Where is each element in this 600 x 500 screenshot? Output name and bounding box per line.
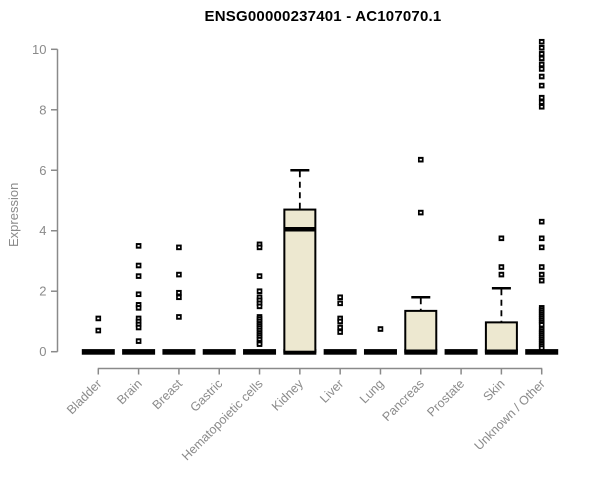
outlier-point-center xyxy=(97,329,100,332)
outlier-point-center xyxy=(137,304,140,306)
outlier-point-center xyxy=(419,211,422,214)
outlier-point-center xyxy=(97,317,100,320)
box-kidney[interactable] xyxy=(283,208,317,353)
outlier-point-center xyxy=(177,316,181,318)
outlier-point-center xyxy=(339,326,342,329)
outlier-point-center xyxy=(177,273,181,276)
outlier-point-center xyxy=(540,220,543,223)
outlier-point-center xyxy=(540,279,543,282)
outlier-point-center xyxy=(137,275,140,277)
x-tick-label-hematopoietic-cells: Hematopoietic cells xyxy=(179,377,266,464)
x-tick-label-unknown-other: Unknown / Other xyxy=(472,377,548,453)
outlier-point-center xyxy=(258,290,261,293)
zero-median-bar-brain xyxy=(122,349,156,355)
outlier-point-center xyxy=(258,246,261,249)
zero-median-bar-bladder xyxy=(81,349,115,355)
outlier-point-center xyxy=(540,347,543,349)
outlier-point-center xyxy=(540,246,543,249)
outlier-point-center xyxy=(258,302,261,305)
x-tick-label-liver: Liver xyxy=(317,377,346,406)
outlier-point-center xyxy=(177,296,181,299)
outlier-point-center xyxy=(540,101,543,104)
outlier-point-center xyxy=(339,331,342,333)
x-tick-label-brain: Brain xyxy=(114,377,145,408)
outlier-point-center xyxy=(500,237,503,240)
y-tick-label: 10 xyxy=(32,42,46,57)
outlier-point-center xyxy=(379,328,382,330)
outlier-point-center xyxy=(500,273,503,276)
outlier-point-center xyxy=(137,320,140,323)
outlier-point-center xyxy=(540,57,543,60)
outlier-point-center xyxy=(137,317,140,320)
y-tick-label: 0 xyxy=(39,344,46,359)
outlier-point-center xyxy=(258,299,261,302)
zero-median-bar-breast xyxy=(162,349,196,355)
outlier-point-center xyxy=(540,323,543,326)
outlier-point-center xyxy=(258,343,261,345)
x-tick-label-pancreas: Pancreas xyxy=(380,377,427,424)
x-tick-label-prostate: Prostate xyxy=(424,377,467,420)
zero-median-bar-hematopoietic-cells xyxy=(243,349,277,355)
outlier-point-center xyxy=(339,302,342,305)
outlier-point-center xyxy=(137,245,140,247)
outlier-point-center xyxy=(258,338,261,341)
outlier-point-center xyxy=(540,237,543,240)
outlier-point-center xyxy=(540,105,543,108)
outlier-point-center xyxy=(137,326,140,329)
outlier-point-center xyxy=(137,340,140,342)
y-tick-label: 8 xyxy=(39,102,46,117)
zero-median-bar-lung xyxy=(363,349,397,355)
outlier-point-center xyxy=(540,53,543,55)
box-skin[interactable] xyxy=(484,321,518,353)
zero-median-bar-gastric xyxy=(202,349,236,355)
outlier-point-center xyxy=(540,75,543,78)
outlier-point-center xyxy=(177,291,181,294)
outlier-point-center xyxy=(540,68,543,70)
outlier-point-center xyxy=(258,305,261,308)
box-pancreas[interactable] xyxy=(404,309,438,353)
outlier-point-center xyxy=(540,96,543,99)
outlier-point-center xyxy=(540,84,543,87)
x-tick-label-lung: Lung xyxy=(357,377,387,407)
outlier-point-center xyxy=(339,317,342,320)
chart-title: ENSG00000237401 - AC107070.1 xyxy=(204,8,442,25)
outlier-point-center xyxy=(258,243,261,246)
outlier-point-center xyxy=(540,273,543,276)
zero-median-bar-liver xyxy=(323,349,357,355)
outlier-point-center xyxy=(339,296,342,299)
outlier-point-center xyxy=(258,296,261,299)
y-tick-label: 2 xyxy=(39,284,46,299)
outlier-point-center xyxy=(137,293,140,296)
zero-median-bar-unknown-other xyxy=(525,349,559,355)
y-axis-title: Expression xyxy=(6,182,21,247)
outlier-point-center xyxy=(419,158,422,161)
x-tick-label-skin: Skin xyxy=(480,377,507,404)
outlier-point-center xyxy=(137,323,140,326)
zero-median-bar-prostate xyxy=(444,349,478,355)
x-tick-label-gastric: Gastric xyxy=(187,377,225,415)
outlier-point-center xyxy=(177,246,181,249)
x-tick-label-breast: Breast xyxy=(150,376,186,412)
outlier-point-center xyxy=(540,46,543,49)
outlier-point-center xyxy=(540,40,543,43)
outlier-point-center xyxy=(540,266,543,268)
outlier-point-center xyxy=(500,266,503,268)
outlier-point-center xyxy=(540,63,543,66)
x-tick-label-kidney: Kidney xyxy=(269,376,306,413)
y-tick-label: 6 xyxy=(39,163,46,178)
outlier-point-center xyxy=(137,307,140,309)
outlier-point-center xyxy=(137,264,140,267)
y-tick-label: 4 xyxy=(39,223,46,238)
outlier-point-center xyxy=(339,320,342,323)
x-tick-label-bladder: Bladder xyxy=(64,377,104,417)
outlier-point-center xyxy=(258,275,261,277)
